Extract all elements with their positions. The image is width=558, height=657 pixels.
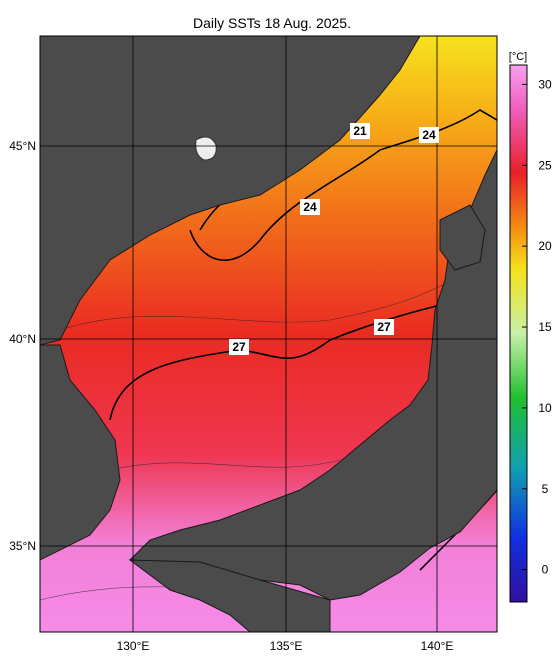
colorbar-tick-label: 30 <box>538 77 552 91</box>
title: Daily SSTs 18 Aug. 2025. <box>193 15 351 31</box>
colorbar-unit: [°C] <box>509 51 527 63</box>
contour-line <box>109 459 341 471</box>
map-frame <box>39 35 498 633</box>
lat-label: 45°N <box>9 139 36 153</box>
lat-label: 40°N <box>9 332 36 346</box>
contour-label: 24 <box>422 128 436 142</box>
lon-label: 130°E <box>117 639 150 653</box>
colorbar-tick-label: 25 <box>538 158 552 172</box>
land-hokkaido <box>439 204 486 271</box>
lon-label: 135°E <box>270 639 303 653</box>
contour-label: 24 <box>303 200 317 214</box>
contour-label: 27 <box>377 320 391 334</box>
contour-label: 27 <box>232 340 246 354</box>
island <box>195 136 217 161</box>
colorbar-tick-label: 10 <box>538 401 552 415</box>
contour-line <box>59 269 471 331</box>
map <box>40 36 497 632</box>
colorbar: [°C] 0 5 10 15 20 25 30 <box>509 51 552 603</box>
contour-27 <box>109 289 497 421</box>
colorbar-tick-label: 15 <box>538 320 552 334</box>
land-japan <box>129 149 497 601</box>
lon-label: 140°E <box>421 639 454 653</box>
land-russia <box>40 36 421 346</box>
colorbar-tick-label: 20 <box>538 239 552 253</box>
colorbar-bar <box>509 64 528 603</box>
contour-label: 21 <box>353 124 367 138</box>
colorbar-tick-label: 0 <box>542 563 549 577</box>
land-kyushu <box>128 559 331 632</box>
land-korea <box>40 344 121 561</box>
lat-label: 35°N <box>9 539 36 553</box>
colorbar-tick-label: 5 <box>542 482 549 496</box>
contour-labels: 21 24 24 27 27 <box>229 123 439 355</box>
